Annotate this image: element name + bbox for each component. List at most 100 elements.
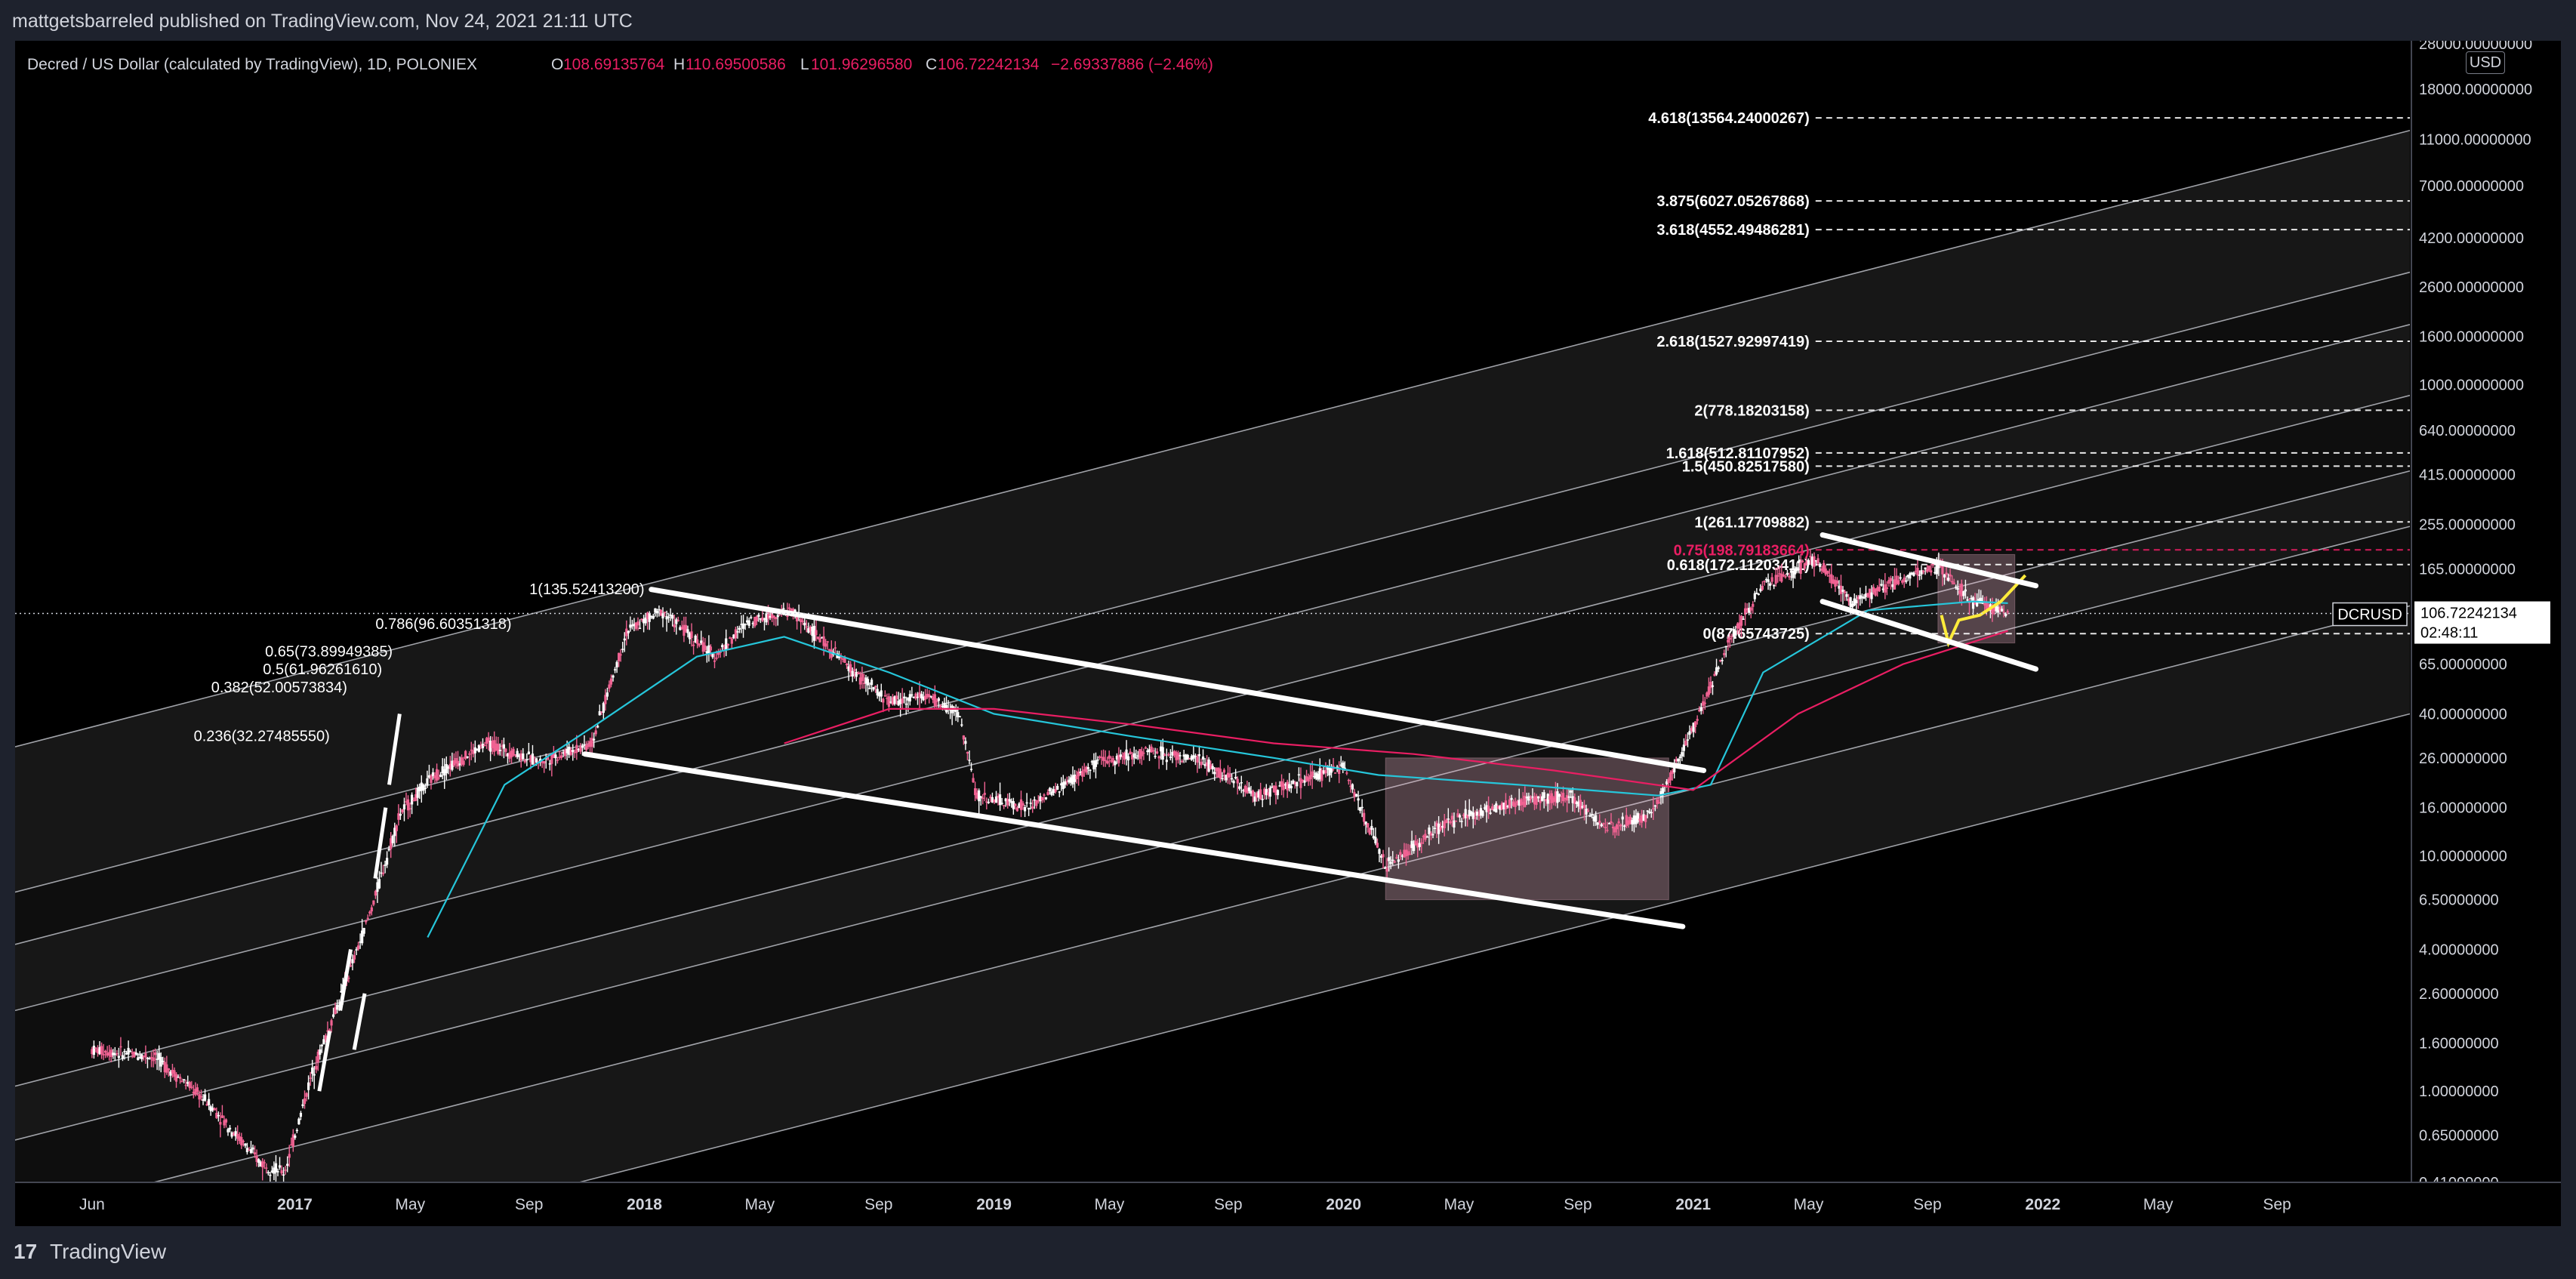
candle-body: [1880, 584, 1883, 586]
candle-body: [1408, 853, 1412, 855]
candle-body: [669, 615, 672, 616]
candle-body: [1470, 811, 1473, 815]
candle-body: [1207, 759, 1210, 772]
candle-body: [972, 778, 975, 783]
chart-area[interactable]: 4.618(13564.24000267) 3.875(6027.05267868…: [15, 41, 2561, 1226]
channel-band: [15, 272, 2410, 945]
candle-body: [1752, 603, 1755, 607]
candle-body: [1566, 795, 1569, 801]
candle-body: [1529, 797, 1533, 800]
candle-body: [1893, 579, 1897, 590]
candle-body: [1161, 747, 1164, 760]
candle-body: [696, 639, 699, 644]
candle-body: [673, 624, 676, 628]
candle-body: [1418, 843, 1421, 847]
time-tick-label: 2017: [277, 1196, 313, 1213]
candle-body: [1801, 560, 1804, 562]
candle-body: [309, 1077, 312, 1079]
flag-marker: [338, 948, 353, 1011]
time-axis[interactable]: Jun 2017 May Sep 2018 May Sep 2019 May Sep 2020 May…: [15, 1182, 2561, 1226]
candle-body: [1918, 575, 1921, 576]
price-tick-label: 65.00000000: [2419, 657, 2507, 673]
candle-body: [1738, 622, 1741, 629]
candle-body: [818, 638, 821, 643]
candle-body: [1044, 797, 1048, 800]
candle-body: [568, 747, 571, 755]
candle-body: [1236, 778, 1239, 784]
candle-body: [1764, 578, 1768, 581]
candle-body: [1977, 599, 1980, 603]
candle-body: [1085, 766, 1088, 773]
candle-body: [466, 756, 469, 758]
candle-body: [1816, 558, 1820, 564]
candle-body: [1485, 805, 1488, 812]
candle-body: [1734, 630, 1737, 636]
candle-body: [1703, 702, 1706, 704]
candle-body: [288, 1154, 291, 1158]
candle-body: [997, 796, 1000, 798]
candle-body: [1257, 791, 1260, 798]
candle-body: [1958, 590, 1961, 594]
publish-bar: mattgetsbarreled published on TradingVie…: [0, 0, 2576, 41]
candle-body: [451, 760, 454, 770]
candle-body: [1148, 749, 1151, 753]
candle-body: [1447, 818, 1450, 820]
candle-body: [1096, 759, 1099, 761]
candle-body: [1690, 728, 1693, 732]
candle-body: [1506, 806, 1509, 807]
candle-body: [1920, 570, 1923, 575]
candle-body: [1139, 749, 1142, 760]
candle-body: [1460, 821, 1463, 822]
candle-body: [1996, 606, 2000, 613]
candle-body: [491, 741, 494, 748]
candle-body: [1570, 791, 1573, 793]
price-chart[interactable]: 4.618(13564.24000267) 3.875(6027.05267868…: [15, 41, 2561, 1226]
candle-body: [1043, 794, 1046, 796]
candle-body: [180, 1080, 183, 1083]
candle-body: [1081, 771, 1084, 777]
candle-body: [1374, 837, 1377, 843]
channel-lines: [15, 130, 2411, 1226]
candle-body: [1520, 799, 1523, 806]
candle-body: [458, 763, 461, 766]
candle-body: [255, 1155, 258, 1162]
candle-body: [1443, 821, 1446, 829]
candle-body: [1037, 800, 1040, 802]
candle-body: [1542, 792, 1545, 798]
tradingview-brand[interactable]: TradingView: [50, 1240, 167, 1263]
channel-line: [15, 394, 2411, 1012]
candle-body: [1454, 820, 1458, 822]
candle-body: [989, 797, 992, 798]
candle-body: [280, 1170, 283, 1174]
candle-body: [761, 617, 764, 621]
candle-body: [313, 1074, 316, 1076]
candle-body: [1379, 855, 1383, 858]
candle-body: [1935, 560, 1938, 575]
candle-body: [822, 636, 825, 646]
time-tick-label: Sep: [515, 1196, 543, 1213]
candle-body: [1232, 781, 1235, 784]
candle-body: [1621, 816, 1624, 820]
channel-line: [15, 605, 2411, 1219]
tradingview-logo-icon[interactable]: 17: [14, 1240, 38, 1263]
currency-label[interactable]: USD: [2466, 51, 2505, 74]
price-tick-label: 40.00000000: [2419, 706, 2507, 723]
candle-body: [719, 652, 722, 653]
candle-body: [1069, 777, 1073, 783]
candle-body: [1056, 785, 1059, 790]
candle-body: [470, 749, 473, 751]
candle-body: [98, 1046, 101, 1055]
candle-body: [202, 1099, 205, 1102]
candle-body: [1322, 770, 1325, 774]
candle-body: [1221, 778, 1224, 780]
candle-body: [1363, 812, 1366, 822]
candle-body: [916, 696, 920, 698]
candle-body: [964, 741, 967, 744]
candle-body: [1841, 589, 1844, 592]
candle-body: [619, 654, 622, 656]
candle-body: [501, 745, 504, 747]
candle-body: [1793, 569, 1797, 575]
candle-body: [1489, 812, 1492, 814]
candle-body: [1648, 811, 1651, 813]
candle-body: [715, 658, 718, 659]
